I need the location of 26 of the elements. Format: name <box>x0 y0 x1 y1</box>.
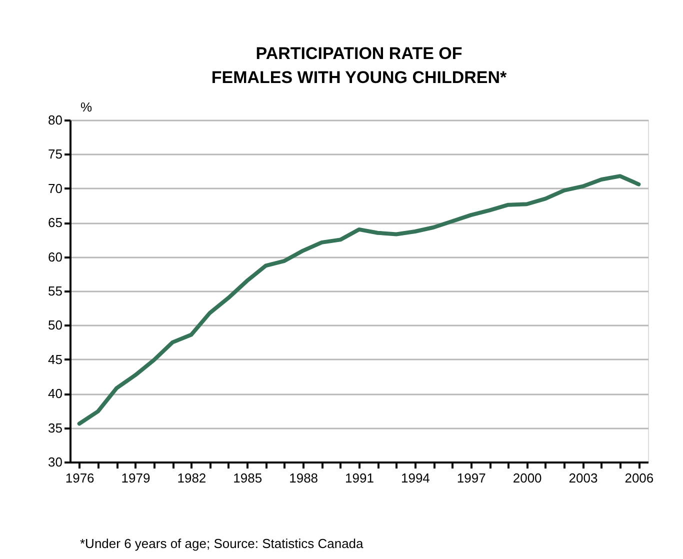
y-tick-label: 30 <box>48 454 62 470</box>
x-tick-label: 1991 <box>345 470 374 486</box>
y-tick-label: 65 <box>48 215 62 230</box>
y-tick-label: 75 <box>48 146 62 162</box>
x-tick-label: 1988 <box>289 470 318 486</box>
x-tick-label: 2003 <box>568 470 598 486</box>
y-tick-label: 70 <box>48 180 62 196</box>
y-tick-label: 40 <box>48 386 62 402</box>
x-tick-label: 2000 <box>512 470 542 486</box>
line-series <box>77 174 641 426</box>
x-tick-label: 2006 <box>624 470 654 486</box>
chart-title: PARTICIPATION RATE OF FEMALES WITH YOUNG CHILDREN* <box>211 44 508 87</box>
y-tick-label: 35 <box>48 420 62 436</box>
x-tick-label: 1985 <box>233 470 262 486</box>
y-axis-title: % <box>80 100 92 114</box>
y-tick-label: 55 <box>48 284 62 298</box>
x-tick-label: 1979 <box>121 470 150 486</box>
y-tick-label: 60 <box>48 249 62 264</box>
x-tick-label: 1997 <box>456 470 486 486</box>
text: *Under 6 years of age; Source: Statistics Canada <box>80 536 364 551</box>
y-tick-label: 45 <box>48 352 62 367</box>
y-tick-label: 50 <box>48 318 62 333</box>
x-tick-label: 1976 <box>65 470 94 486</box>
x-tick-label: 1994 <box>400 470 430 486</box>
x-tick-label: 1982 <box>177 470 206 486</box>
y-tick-label: 80 <box>48 112 62 128</box>
